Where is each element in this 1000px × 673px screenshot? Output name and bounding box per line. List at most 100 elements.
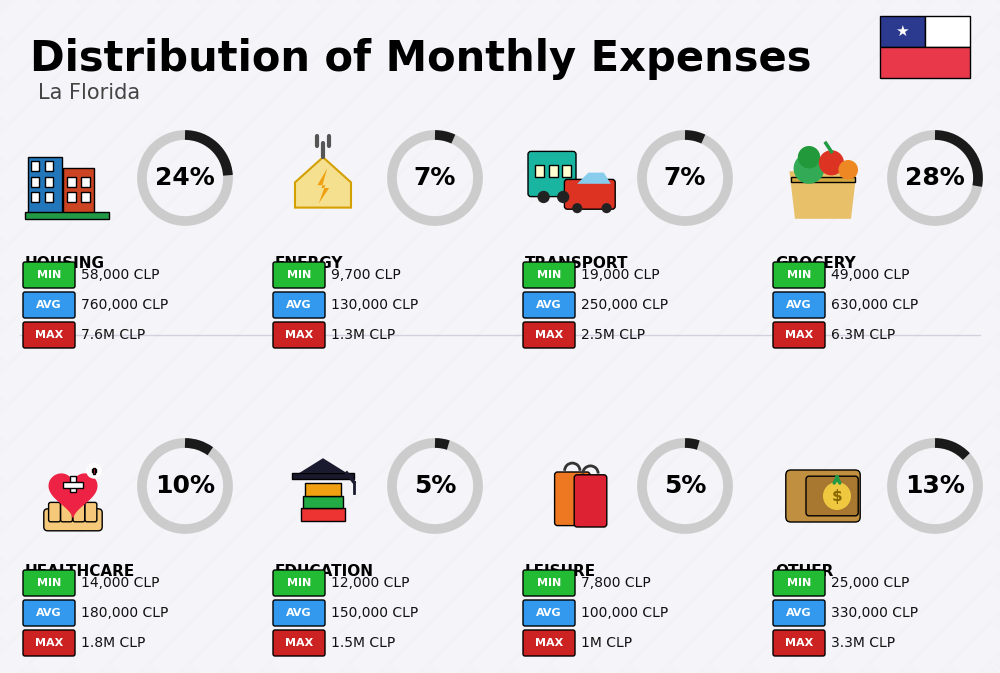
Text: AVG: AVG <box>786 300 812 310</box>
Text: ★: ★ <box>895 24 909 39</box>
Text: 1.3M CLP: 1.3M CLP <box>331 328 395 342</box>
Text: 6.3M CLP: 6.3M CLP <box>831 328 895 342</box>
FancyBboxPatch shape <box>273 322 325 348</box>
Text: MAX: MAX <box>785 330 813 340</box>
FancyBboxPatch shape <box>45 162 53 171</box>
Polygon shape <box>295 157 351 207</box>
FancyBboxPatch shape <box>273 570 325 596</box>
FancyBboxPatch shape <box>806 476 858 516</box>
FancyBboxPatch shape <box>773 570 825 596</box>
Text: MAX: MAX <box>535 638 563 648</box>
FancyBboxPatch shape <box>523 570 575 596</box>
Polygon shape <box>577 172 611 184</box>
Text: 1.5M CLP: 1.5M CLP <box>331 636 395 650</box>
Text: 7%: 7% <box>414 166 456 190</box>
FancyBboxPatch shape <box>67 192 76 202</box>
FancyBboxPatch shape <box>73 503 85 522</box>
FancyBboxPatch shape <box>301 508 345 521</box>
Text: AVG: AVG <box>36 300 62 310</box>
Text: EDUCATION: EDUCATION <box>275 564 374 579</box>
FancyBboxPatch shape <box>528 151 576 197</box>
FancyBboxPatch shape <box>61 503 72 522</box>
FancyBboxPatch shape <box>555 472 590 526</box>
Text: AVG: AVG <box>536 608 562 618</box>
Polygon shape <box>49 474 97 517</box>
Polygon shape <box>317 168 329 203</box>
FancyBboxPatch shape <box>273 292 325 318</box>
Polygon shape <box>789 171 857 219</box>
FancyBboxPatch shape <box>273 630 325 656</box>
FancyBboxPatch shape <box>523 600 575 626</box>
Circle shape <box>819 150 844 176</box>
Text: 9,700 CLP: 9,700 CLP <box>331 268 401 282</box>
Circle shape <box>602 203 612 213</box>
Circle shape <box>823 482 851 510</box>
Text: 28%: 28% <box>905 166 965 190</box>
Text: AVG: AVG <box>286 608 312 618</box>
FancyBboxPatch shape <box>273 600 325 626</box>
Text: 25,000 CLP: 25,000 CLP <box>831 576 909 590</box>
Text: 630,000 CLP: 630,000 CLP <box>831 298 918 312</box>
Text: MAX: MAX <box>285 638 313 648</box>
FancyBboxPatch shape <box>45 192 53 202</box>
Text: 1M CLP: 1M CLP <box>581 636 632 650</box>
Text: 760,000 CLP: 760,000 CLP <box>81 298 168 312</box>
Text: 150,000 CLP: 150,000 CLP <box>331 606 418 620</box>
Text: AVG: AVG <box>36 608 62 618</box>
FancyBboxPatch shape <box>44 509 102 531</box>
FancyBboxPatch shape <box>31 192 39 202</box>
FancyBboxPatch shape <box>791 177 855 182</box>
Circle shape <box>537 191 550 203</box>
Text: MAX: MAX <box>535 330 563 340</box>
Text: 10%: 10% <box>155 474 215 498</box>
FancyBboxPatch shape <box>63 482 83 488</box>
Text: La Florida: La Florida <box>38 83 140 103</box>
FancyBboxPatch shape <box>25 212 109 219</box>
FancyBboxPatch shape <box>925 16 970 47</box>
Circle shape <box>794 153 824 184</box>
FancyBboxPatch shape <box>23 600 75 626</box>
FancyBboxPatch shape <box>92 469 96 472</box>
Circle shape <box>572 203 582 213</box>
Text: 2.5M CLP: 2.5M CLP <box>581 328 645 342</box>
FancyBboxPatch shape <box>23 570 75 596</box>
Text: 58,000 CLP: 58,000 CLP <box>81 268 160 282</box>
FancyBboxPatch shape <box>564 180 615 209</box>
FancyBboxPatch shape <box>85 503 97 522</box>
FancyBboxPatch shape <box>549 165 558 177</box>
FancyBboxPatch shape <box>273 262 325 288</box>
Text: Distribution of Monthly Expenses: Distribution of Monthly Expenses <box>30 38 812 80</box>
Text: 5%: 5% <box>414 474 456 498</box>
FancyBboxPatch shape <box>773 600 825 626</box>
Text: $: $ <box>832 489 842 503</box>
FancyBboxPatch shape <box>880 16 925 47</box>
Text: 250,000 CLP: 250,000 CLP <box>581 298 668 312</box>
Text: MAX: MAX <box>285 330 313 340</box>
Text: MAX: MAX <box>35 330 63 340</box>
FancyBboxPatch shape <box>93 468 95 474</box>
Text: AVG: AVG <box>786 608 812 618</box>
Text: 14,000 CLP: 14,000 CLP <box>81 576 160 590</box>
Text: 5%: 5% <box>664 474 706 498</box>
Text: 1.8M CLP: 1.8M CLP <box>81 636 145 650</box>
FancyBboxPatch shape <box>45 177 53 186</box>
FancyBboxPatch shape <box>303 495 343 508</box>
Text: OTHER: OTHER <box>775 564 833 579</box>
Polygon shape <box>299 458 347 473</box>
FancyBboxPatch shape <box>535 165 544 177</box>
FancyBboxPatch shape <box>523 322 575 348</box>
FancyBboxPatch shape <box>23 262 75 288</box>
FancyBboxPatch shape <box>880 47 970 78</box>
FancyBboxPatch shape <box>523 292 575 318</box>
Text: MIN: MIN <box>287 270 311 280</box>
FancyBboxPatch shape <box>773 630 825 656</box>
Text: 7,800 CLP: 7,800 CLP <box>581 576 651 590</box>
Text: MIN: MIN <box>787 270 811 280</box>
Text: TRANSPORT: TRANSPORT <box>525 256 629 271</box>
Text: 3.3M CLP: 3.3M CLP <box>831 636 895 650</box>
FancyBboxPatch shape <box>786 470 860 522</box>
Circle shape <box>557 191 569 203</box>
Text: 13%: 13% <box>905 474 965 498</box>
Text: MIN: MIN <box>37 270 61 280</box>
Text: 180,000 CLP: 180,000 CLP <box>81 606 168 620</box>
